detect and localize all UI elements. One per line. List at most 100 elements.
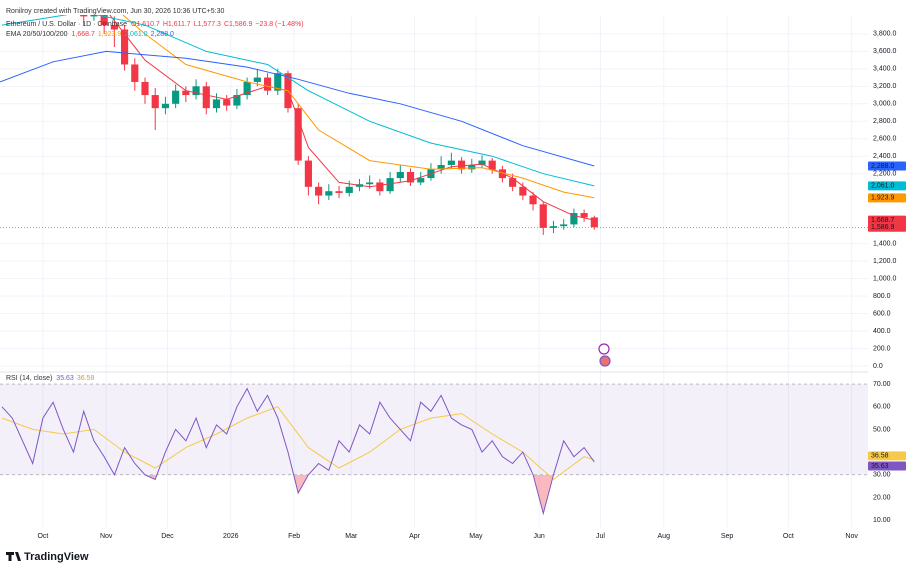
- ema-value: 1,923.9: [98, 31, 121, 38]
- ohlc-change: −23.8 (−1.48%): [255, 21, 303, 28]
- ema-line: [1, 15, 595, 187]
- candle-body: [212, 99, 221, 109]
- x-tick-label: May: [469, 533, 483, 540]
- candle-body: [488, 160, 496, 170]
- oversold-fill: [2, 474, 595, 514]
- price-label-box: [868, 215, 906, 225]
- x-tick-label: Nov: [100, 533, 113, 540]
- price-label: 35.63: [871, 463, 889, 470]
- candle-body: [304, 160, 312, 187]
- price-label-box: [868, 461, 906, 471]
- y-tick-label: 3,600.0: [873, 48, 896, 55]
- y-tick-label: 10.00: [873, 517, 891, 524]
- candle-body: [529, 195, 537, 205]
- candle-body: [243, 81, 251, 96]
- y-tick-label: 0.0: [873, 363, 883, 370]
- rsi-band: [0, 384, 868, 475]
- x-tick-label: Jul: [596, 533, 605, 540]
- y-tick-label: 50.00: [873, 426, 891, 433]
- candle-body: [396, 171, 404, 179]
- y-tick-label: 3,000.0: [873, 101, 896, 108]
- author-line: Ronilroy created with TradingView.com, J…: [6, 8, 224, 15]
- candle-body: [90, 15, 98, 17]
- rsi-legend: RSI (14, close) 35.63 36.58: [6, 375, 94, 382]
- price-label-box: [868, 222, 906, 232]
- event-icon: [598, 343, 610, 355]
- y-tick-label: 400.0: [873, 328, 891, 335]
- ema-value: 2,061.0: [124, 31, 147, 38]
- candle-body: [590, 217, 598, 228]
- y-tick-label: 30.00: [873, 472, 891, 479]
- y-tick-label: 1,200.0: [873, 258, 896, 265]
- candle-body: [151, 95, 159, 109]
- y-tick-label: 60.00: [873, 404, 891, 411]
- candle-body: [192, 86, 200, 96]
- ema-line: [109, 15, 595, 221]
- price-label-box: [868, 451, 906, 461]
- symbol-name: Ethereum / U.S. Dollar · 1D · Coinbase: [6, 21, 127, 28]
- ema-value: 1,668.7: [72, 31, 95, 38]
- ema-label: EMA 20/50/100/200: [6, 31, 68, 38]
- candle-body: [223, 99, 231, 106]
- rsi-title: RSI (14, close): [6, 375, 52, 382]
- candle-body: [560, 224, 568, 227]
- price-label: 1,586.9: [871, 224, 894, 231]
- candle-body: [447, 160, 455, 165]
- candle-body: [437, 164, 445, 170]
- candle-body: [325, 191, 333, 196]
- ohlc-open: O1,610.7: [131, 21, 160, 28]
- candle-body: [141, 81, 149, 96]
- price-label: 1,668.7: [871, 217, 894, 224]
- ohlc-close: C1,586.9: [224, 21, 253, 28]
- candle-body: [580, 213, 588, 218]
- ema-line: [122, 15, 595, 199]
- rsi-line: [1, 387, 595, 516]
- candle-body: [345, 186, 353, 193]
- y-tick-label: 3,400.0: [873, 66, 896, 73]
- candle-body: [182, 90, 190, 96]
- brand-icon: [6, 552, 21, 561]
- y-tick-label: 800.0: [873, 293, 891, 300]
- candle-body: [253, 77, 261, 82]
- rsi-value: 35.63: [56, 375, 74, 382]
- candle-body: [539, 204, 547, 228]
- x-tick-label: Sep: [721, 533, 734, 540]
- event-icon: [599, 355, 611, 367]
- candle-body: [376, 182, 384, 192]
- candle-body: [121, 29, 129, 65]
- rsi-ma-value: 36.58: [77, 375, 95, 382]
- candle-body: [468, 164, 476, 170]
- x-tick-label: Nov: [845, 533, 858, 540]
- candle-body: [80, 15, 88, 17]
- x-tick-label: Oct: [37, 533, 48, 540]
- candle-body: [570, 213, 578, 225]
- ema-legend: EMA 20/50/100/200 1,668.7 1,923.9 2,061.0 2,…: [6, 31, 174, 38]
- y-tick-label: 3,200.0: [873, 83, 896, 90]
- x-tick-label: Mar: [345, 533, 358, 540]
- y-tick-label: 2,600.0: [873, 136, 896, 143]
- x-tick-label: Dec: [161, 533, 174, 540]
- y-tick-label: 1,400.0: [873, 240, 896, 247]
- symbol: Ethereum / U.S. Dollar · 1D · Coinbase O1…: [6, 21, 304, 28]
- ema-line: [0, 50, 595, 167]
- candle-body: [335, 191, 343, 193]
- candle-body: [315, 186, 323, 196]
- x-tick-label: Oct: [783, 533, 794, 540]
- candle-body: [110, 25, 118, 30]
- candle-body: [417, 178, 425, 183]
- brand-name: TradingView: [24, 551, 89, 563]
- x-tick-label: Aug: [658, 533, 671, 540]
- candle-body: [161, 103, 170, 109]
- y-tick-label: 20.00: [873, 494, 891, 501]
- price-plot: [0, 15, 598, 235]
- candle-body: [202, 86, 210, 109]
- price-label: 36.58: [871, 453, 889, 460]
- candle-body: [294, 108, 302, 161]
- rsi-plot: [1, 387, 595, 516]
- ohlc-low: L1,577.3: [194, 21, 221, 28]
- x-tick-label: Jun: [534, 533, 545, 540]
- candle-body: [263, 77, 272, 91]
- price-label-box: [868, 181, 906, 191]
